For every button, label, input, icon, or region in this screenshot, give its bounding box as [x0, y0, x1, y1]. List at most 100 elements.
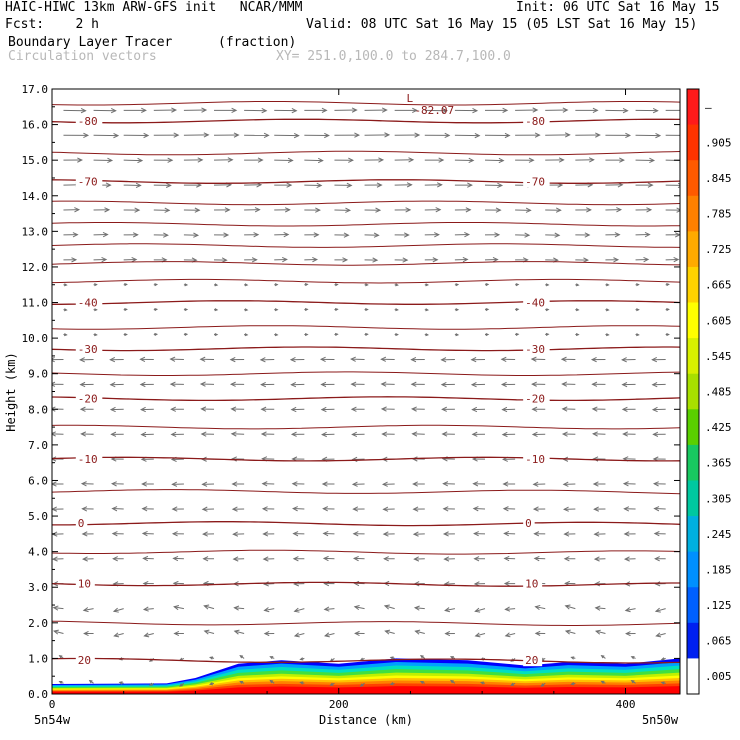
field-name: Boundary Layer Tracer: [8, 35, 173, 50]
vector-arrow: [63, 308, 68, 312]
vector-arrow: [334, 232, 350, 238]
colorbar-segment: [687, 373, 699, 410]
vector-arrow: [352, 506, 365, 512]
colorbar-segment: [687, 587, 699, 624]
vector-arrow: [320, 381, 335, 388]
vector-arrow: [261, 506, 275, 512]
vector-arrow: [412, 481, 425, 487]
y-tick-label: 13.0: [22, 225, 49, 238]
vector-arrow: [533, 531, 546, 537]
vector-arrow: [230, 431, 245, 437]
vector-arrow: [545, 132, 571, 138]
colorbar-segment: [687, 160, 699, 197]
temperature-contour: [52, 243, 680, 248]
vector-arrow: [622, 481, 636, 487]
temperature-contour-labeled: -10 -10: [52, 453, 680, 466]
vector-arrow: [79, 381, 94, 388]
vector-arrow: [209, 656, 215, 660]
vector-arrow: [605, 207, 623, 213]
vector-arrow: [515, 132, 541, 138]
vector-arrow: [424, 283, 430, 287]
vector-arrow: [605, 108, 629, 114]
vector-arrow: [321, 481, 335, 487]
vector-arrow: [274, 256, 288, 263]
tracer-band-9: [52, 686, 680, 694]
vector-arrow: [290, 382, 305, 388]
vector-arrow: [304, 307, 309, 312]
vector-arrow: [665, 256, 680, 263]
vector-arrow: [503, 580, 516, 587]
vector-arrow: [52, 381, 64, 387]
temperature-contour-labeled: -30 -30: [52, 342, 680, 356]
temperature-contour-labeled: -20 -20: [52, 392, 680, 406]
colorbar-label: .065: [705, 635, 732, 648]
colorbar-segment: [687, 409, 699, 446]
temperature-contour: [52, 278, 680, 284]
vector-arrow: [230, 406, 245, 412]
vector-arrow: [139, 356, 154, 362]
vector-arrow: [214, 257, 228, 263]
contour-label: 0: [78, 517, 85, 530]
vector-arrow: [274, 333, 279, 337]
vector-arrow: [58, 680, 64, 685]
vector-arrow: [590, 356, 606, 363]
vector-arrow: [424, 232, 440, 238]
colorbar-label: .845: [705, 172, 732, 185]
vector-arrow: [183, 207, 201, 213]
vector-arrow: [263, 607, 275, 613]
colorbar-segment: [687, 89, 699, 126]
vector-arrow: [183, 132, 210, 138]
vector-arrow: [364, 232, 380, 238]
colorbar-label: .485: [705, 386, 732, 399]
contour-label: -10: [78, 453, 98, 466]
contour-label: -70: [525, 176, 545, 189]
vector-arrow: [384, 629, 395, 635]
vector-arrow: [232, 556, 245, 562]
vector-arrow: [169, 381, 184, 387]
contour-label: -30: [525, 343, 545, 356]
vector-arrow: [63, 283, 68, 287]
vector-arrow: [665, 109, 680, 111]
colorbar-label: .665: [705, 279, 732, 292]
vector-arrow: [304, 107, 328, 113]
vector-arrow: [575, 332, 580, 337]
vector-arrow: [442, 531, 455, 537]
colorbar-segment: [687, 551, 699, 588]
vector-arrow: [381, 481, 395, 487]
vector-field-name: Circulation vectors: [8, 49, 157, 64]
vector-arrow: [562, 481, 576, 487]
vector-arrow: [479, 681, 486, 685]
vector-arrow: [560, 356, 576, 362]
vector-arrow: [52, 481, 64, 487]
vector-arrow: [183, 157, 204, 163]
vector-arrow: [450, 679, 456, 684]
vector-arrow: [291, 481, 305, 487]
temperature-contour-labeled: -80 -80: [52, 115, 680, 128]
vector-arrow: [484, 207, 502, 213]
vector-arrow: [244, 108, 268, 114]
vector-arrow: [444, 631, 455, 637]
colorbar-label: .365: [705, 457, 732, 470]
vector-arrow: [444, 607, 455, 613]
vector-arrow: [63, 257, 78, 263]
vector-arrow: [454, 182, 473, 188]
contour-label: 20: [78, 654, 91, 667]
vector-arrow: [239, 680, 245, 685]
vector-arrow: [653, 506, 666, 512]
vector-arrow: [202, 531, 215, 537]
cross-section-endpoints: XY= 251.0,100.0 to 284.7,100.0: [276, 49, 511, 64]
vector-arrow: [635, 132, 662, 139]
vector-arrow: [472, 481, 486, 487]
vector-arrow: [394, 157, 415, 163]
vector-arrow: [173, 604, 185, 611]
contour-label: -40: [525, 297, 545, 310]
y-tick-label: 3.0: [28, 581, 48, 594]
vector-arrow: [141, 481, 154, 487]
vector-arrow: [380, 406, 395, 412]
colorbar-segment: [687, 195, 699, 232]
vector-arrow: [52, 431, 64, 437]
vector-arrow: [63, 132, 90, 139]
vector-arrow: [484, 182, 504, 188]
vector-arrow: [139, 381, 154, 388]
